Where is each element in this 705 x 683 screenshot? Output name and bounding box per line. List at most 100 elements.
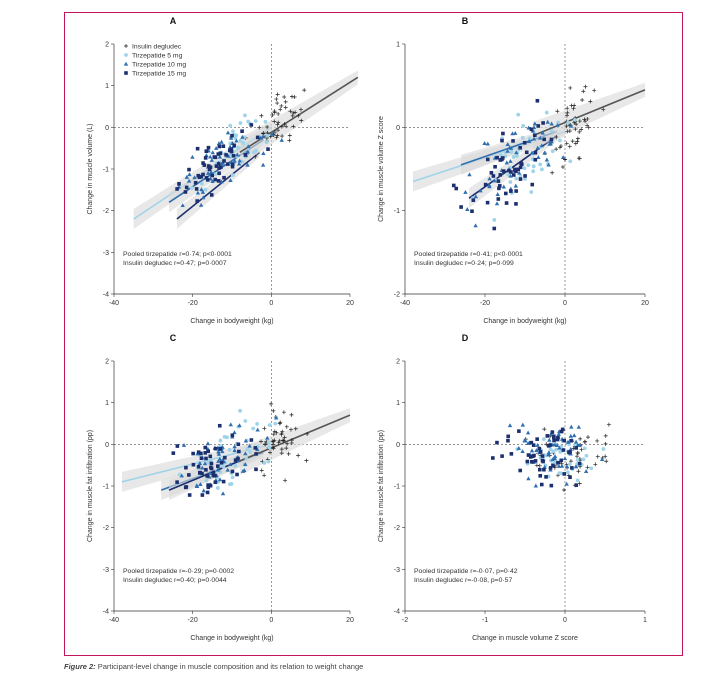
data-point [500, 138, 504, 143]
data-point [536, 155, 541, 160]
data-point [236, 161, 242, 166]
data-point [238, 138, 243, 143]
data-point [572, 103, 577, 108]
data-point [575, 478, 580, 483]
data-point [564, 141, 569, 146]
data-point [485, 157, 490, 162]
data-point [497, 186, 501, 191]
data-point [302, 88, 307, 93]
x-tick-label: 0 [563, 617, 567, 624]
legend-label: Tirzepatide 15 mg [132, 71, 186, 78]
data-point [550, 170, 555, 175]
data-point [539, 167, 544, 172]
data-point [283, 105, 288, 110]
data-point [283, 99, 288, 104]
data-point [260, 162, 266, 167]
data-point [551, 449, 555, 454]
data-point [516, 167, 521, 172]
data-point [451, 183, 456, 188]
data-point [482, 141, 487, 145]
y-tick-label: 1 [396, 400, 400, 407]
y-tick-label: 0 [105, 125, 109, 132]
data-point [269, 401, 274, 406]
data-point [549, 483, 554, 488]
data-point [216, 179, 221, 183]
data-point [467, 172, 472, 177]
data-point [569, 438, 573, 443]
data-point [545, 119, 550, 124]
data-point [282, 435, 287, 440]
data-point [542, 464, 547, 469]
data-point [281, 438, 286, 443]
data-point [493, 164, 497, 169]
data-point [205, 474, 209, 478]
data-point [202, 461, 208, 466]
data-point [238, 121, 243, 125]
data-point [518, 165, 523, 170]
data-point [561, 448, 566, 452]
data-point [459, 205, 463, 209]
data-point [585, 116, 590, 121]
data-point [292, 94, 297, 99]
data-point [564, 124, 569, 129]
data-point [205, 490, 210, 495]
data-point [545, 434, 550, 438]
data-point [216, 162, 221, 166]
data-point [240, 159, 245, 164]
data-point [562, 487, 567, 492]
x-axis-label: Change in muscle volume Z score [472, 635, 578, 642]
data-point [217, 154, 223, 159]
data-point [200, 471, 204, 476]
data-point [285, 441, 290, 446]
x-tick-label: -2 [402, 617, 408, 624]
x-tick-label: -20 [188, 617, 198, 624]
data-point [233, 458, 238, 462]
stat-annotation: Insulin degludec r=0·24; p=0·099 [414, 260, 514, 267]
fit-line-insulin [239, 414, 351, 462]
data-point [195, 146, 200, 151]
data-point [483, 182, 488, 187]
data-point [485, 200, 490, 205]
data-point [290, 113, 295, 118]
data-point [579, 127, 584, 132]
data-point [571, 106, 576, 111]
data-point [573, 141, 578, 146]
data-point [208, 458, 213, 462]
y-tick-label: -3 [103, 567, 109, 574]
data-point [278, 420, 283, 425]
data-point [228, 462, 233, 467]
confidence-band [121, 439, 272, 492]
data-point [243, 462, 248, 466]
data-point [595, 454, 600, 459]
data-point [236, 456, 240, 461]
data-point [246, 119, 251, 124]
data-point [254, 148, 258, 153]
data-point [268, 450, 273, 455]
data-point [520, 449, 525, 454]
data-point [207, 470, 213, 475]
data-point [210, 179, 215, 184]
panel-a: -40 -20 0 20 -4 -3 -2 -1 0 1 2 Change in bodyweight… [87, 16, 359, 325]
data-point [535, 442, 540, 447]
data-point [203, 451, 208, 455]
data-point [180, 203, 185, 208]
data-point [572, 433, 577, 438]
x-tick-label: 0 [563, 300, 567, 307]
stat-annotation: Pooled tirzepatide r=-0·29; p=0·0002 [123, 568, 234, 575]
data-point [255, 422, 259, 426]
data-point [191, 462, 196, 467]
y-tick-label: -4 [103, 609, 109, 616]
y-tick-label: 0 [396, 125, 400, 132]
data-point [230, 475, 235, 480]
data-point [207, 167, 212, 172]
legend-symbol [124, 44, 128, 48]
data-point [198, 202, 204, 207]
fit-line-pooled_tz15 [176, 151, 261, 220]
data-point [549, 128, 554, 133]
data-point [501, 131, 505, 136]
data-point [235, 472, 239, 477]
data-point [197, 461, 203, 466]
data-point [548, 447, 553, 451]
data-point [243, 451, 248, 456]
